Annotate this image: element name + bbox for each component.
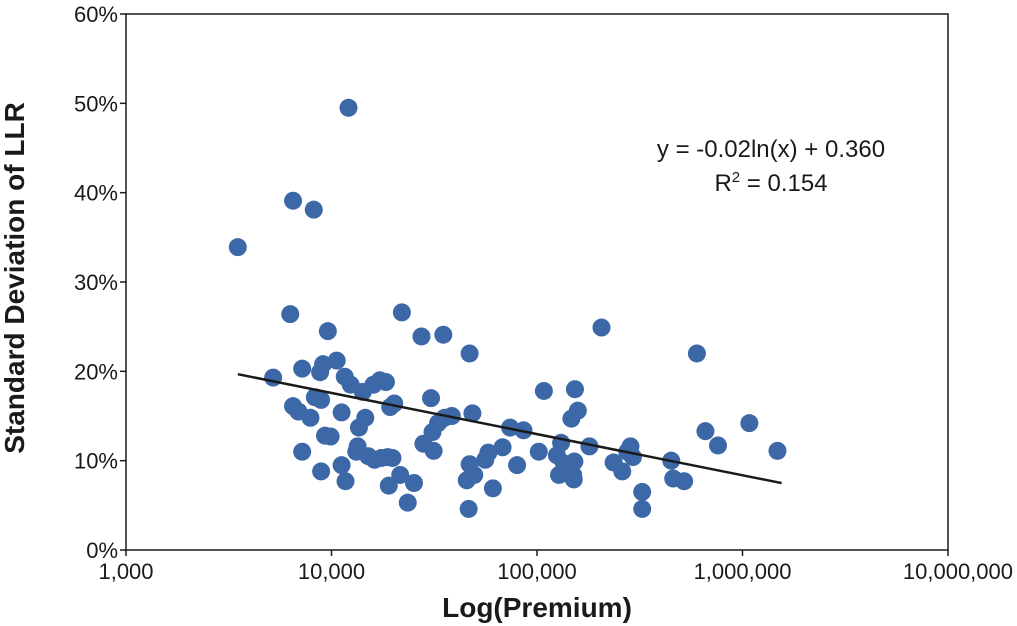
data-point [385,394,404,413]
data-point [687,344,706,363]
x-axis-title: Log(Premium) [442,592,632,623]
data-point [336,472,355,491]
data-point [321,427,340,446]
y-axis-ticks: 0% 10% 20% 30% 40% 50% 60% [74,2,126,563]
data-point [293,442,312,461]
x-tick-label: 1,000,000 [694,559,792,584]
data-point [424,441,443,460]
data-point [422,389,441,408]
x-tick-label: 10,000,000 [903,559,1013,584]
data-point [327,351,346,370]
data-point [379,476,398,495]
data-point [301,408,320,427]
data-point [675,472,694,491]
data-point [580,437,599,456]
data-point [565,452,584,471]
data-point [459,499,478,518]
data-point [383,448,402,467]
data-point [312,390,331,409]
data-point [398,493,417,512]
data-point [564,470,583,489]
data-point [465,465,484,484]
data-point [493,438,512,457]
data-point [740,414,759,433]
trendline-equation: y = -0.02ln(x) + 0.360 [657,136,885,163]
data-point [508,456,527,475]
data-point [460,344,479,363]
data-point [332,403,351,422]
data-points [228,98,787,518]
data-point [356,408,375,427]
data-point [483,479,502,498]
data-point [434,325,453,344]
y-tick-label: 10% [74,449,118,474]
data-point [293,359,312,378]
data-point [318,322,337,341]
y-tick-label: 40% [74,181,118,206]
data-point [376,373,395,392]
data-point [304,200,323,219]
trendline [237,372,782,485]
y-tick-label: 20% [74,359,118,384]
y-tick-label: 50% [74,91,118,116]
x-tick-label: 10,000 [298,559,365,584]
data-point [284,191,303,210]
data-point [391,465,410,484]
data-point [339,98,358,117]
data-point [264,368,283,387]
data-point [404,474,423,492]
data-point [633,482,652,501]
data-point [312,462,331,481]
x-tick-label: 1,000 [98,559,153,584]
data-point [314,355,333,374]
data-point [529,442,548,461]
data-point [568,401,587,420]
plot-area-frame [125,13,949,551]
data-point [565,380,584,399]
data-point [633,499,652,518]
x-axis-ticks: 1,000 10,000 100,000 1,000,000 10,000,000 [98,550,1013,584]
y-axis-title: Standard Deviation of LLR [0,102,30,454]
data-point [709,436,728,455]
data-point [281,305,300,324]
data-point [613,462,632,481]
data-point [768,441,787,460]
data-point [412,327,431,346]
data-point [463,404,482,423]
y-tick-label: 30% [74,270,118,295]
x-tick-label: 100,000 [497,559,577,584]
data-point [392,303,411,322]
r-squared-label: R2 = 0.154 [714,169,827,197]
data-point [696,422,715,441]
data-point [332,456,351,475]
data-point [592,318,611,337]
data-point [534,381,553,400]
y-tick-label: 0% [86,538,118,563]
y-tick-label: 60% [74,2,118,27]
data-point [228,238,247,257]
data-point [479,443,498,462]
